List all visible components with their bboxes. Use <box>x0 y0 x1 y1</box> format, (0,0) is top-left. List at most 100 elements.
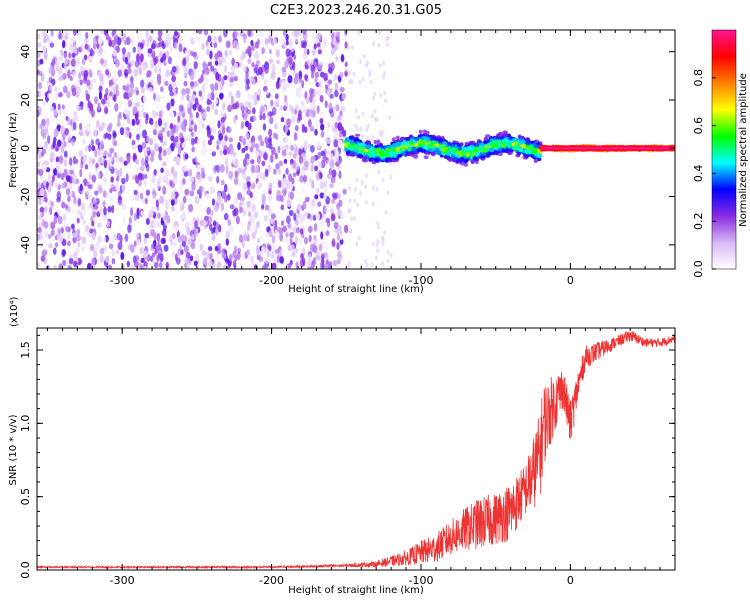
heatmap-cell <box>308 253 312 261</box>
heatmap-cell <box>233 40 238 48</box>
heatmap-cell <box>225 238 229 246</box>
heatmap-cell <box>364 199 368 205</box>
heatmap-cell <box>112 129 117 139</box>
heatmap-cell <box>270 213 276 220</box>
heatmap-cell <box>54 242 59 248</box>
heatmap-cell <box>395 148 400 152</box>
heatmap-cell <box>256 247 260 256</box>
heatmap-cell <box>152 128 157 136</box>
heatmap-cell <box>62 249 66 256</box>
heatmap-cell <box>227 219 231 227</box>
heatmap-cell <box>197 137 201 146</box>
heatmap-cell <box>212 127 217 135</box>
heatmap-cell <box>38 70 43 77</box>
heatmap-cell <box>320 231 324 240</box>
heatmap-cell <box>366 123 370 129</box>
heatmap-cell <box>67 195 71 203</box>
heatmap-cell <box>296 203 302 211</box>
heatmap-cell <box>359 59 362 65</box>
heatmap-cell <box>275 163 279 170</box>
heatmap-cell <box>103 206 107 216</box>
heatmap-cell <box>270 217 275 225</box>
heatmap-cell <box>182 118 187 127</box>
heatmap-cell <box>379 151 384 156</box>
heatmap-cell <box>145 30 149 38</box>
heatmap-cell <box>98 149 101 156</box>
heatmap-cell <box>157 30 163 37</box>
heatmap-cell <box>37 150 42 160</box>
y-tick-label: 1.0 <box>19 415 32 433</box>
heatmap-cell <box>247 122 252 131</box>
heatmap-cell <box>378 63 382 68</box>
heatmap-cell <box>141 103 145 112</box>
heatmap-cell <box>153 168 157 176</box>
heatmap-cell <box>170 128 175 136</box>
heatmap-cell <box>186 93 190 102</box>
heatmap-cell <box>214 253 220 261</box>
heatmap-cell <box>87 193 93 200</box>
heatmap-cell <box>191 146 195 153</box>
snr-line-layer <box>37 331 675 570</box>
heatmap-cell <box>438 138 443 143</box>
heatmap-cell <box>118 156 124 163</box>
heatmap-band-core <box>540 147 675 150</box>
heatmap-cell <box>104 108 109 114</box>
heatmap-cell <box>43 163 47 171</box>
heatmap-cell <box>206 206 211 216</box>
heatmap-cell <box>251 107 256 115</box>
heatmap-cell <box>217 249 222 255</box>
heatmap-cell <box>223 183 228 193</box>
heatmap-cell <box>67 132 71 141</box>
heatmap-cell <box>287 75 293 84</box>
heatmap-cell <box>47 135 51 144</box>
heatmap-cell <box>139 165 145 172</box>
heatmap-cell <box>179 200 183 208</box>
heatmap-cell <box>286 199 292 207</box>
heatmap-cell <box>261 160 266 167</box>
heatmap-cell <box>284 144 289 150</box>
heatmap-cell <box>261 193 266 203</box>
heatmap-cell <box>58 30 62 40</box>
heatmap-cell <box>225 230 230 239</box>
heatmap-cell <box>131 118 136 126</box>
heatmap-cell <box>130 60 136 67</box>
heatmap-cell <box>225 40 231 48</box>
heatmap-cell <box>196 164 201 172</box>
heatmap-cell <box>384 209 388 215</box>
heatmap-cell <box>112 94 116 102</box>
x-tick-label: -200 <box>259 574 284 587</box>
heatmap-cell <box>175 125 179 135</box>
heatmap-cell <box>44 205 48 214</box>
heatmap-cell <box>342 188 347 195</box>
heatmap-cell <box>262 172 266 181</box>
heatmap-cell <box>371 95 375 101</box>
heatmap-cell <box>73 30 77 36</box>
heatmap-cell <box>312 256 317 266</box>
heatmap-cell <box>162 175 168 183</box>
heatmap-cell <box>266 250 271 258</box>
heatmap-cell <box>313 234 317 241</box>
heatmap-cell <box>250 164 256 174</box>
heatmap-cell <box>131 195 136 202</box>
heatmap-cell <box>256 155 261 164</box>
heatmap-cell <box>316 105 320 114</box>
heatmap-cell <box>61 104 65 110</box>
heatmap-cell <box>171 66 177 73</box>
heatmap-cell <box>81 245 85 252</box>
heatmap-cell <box>336 242 340 251</box>
heatmap-cell <box>310 72 315 79</box>
heatmap-cell <box>374 116 378 122</box>
heatmap-cell <box>197 125 201 135</box>
heatmap-cell <box>314 194 319 200</box>
heatmap-cell <box>149 119 154 126</box>
heatmap-cell <box>289 182 294 190</box>
heatmap-cell <box>72 177 76 185</box>
heatmap-cell <box>311 109 317 118</box>
heatmap-cell <box>108 79 113 87</box>
heatmap-cell <box>131 174 136 181</box>
heatmap-cell <box>376 248 380 254</box>
heatmap-cell <box>165 69 171 78</box>
heatmap-cell <box>325 262 330 269</box>
heatmap-cell <box>306 77 310 86</box>
